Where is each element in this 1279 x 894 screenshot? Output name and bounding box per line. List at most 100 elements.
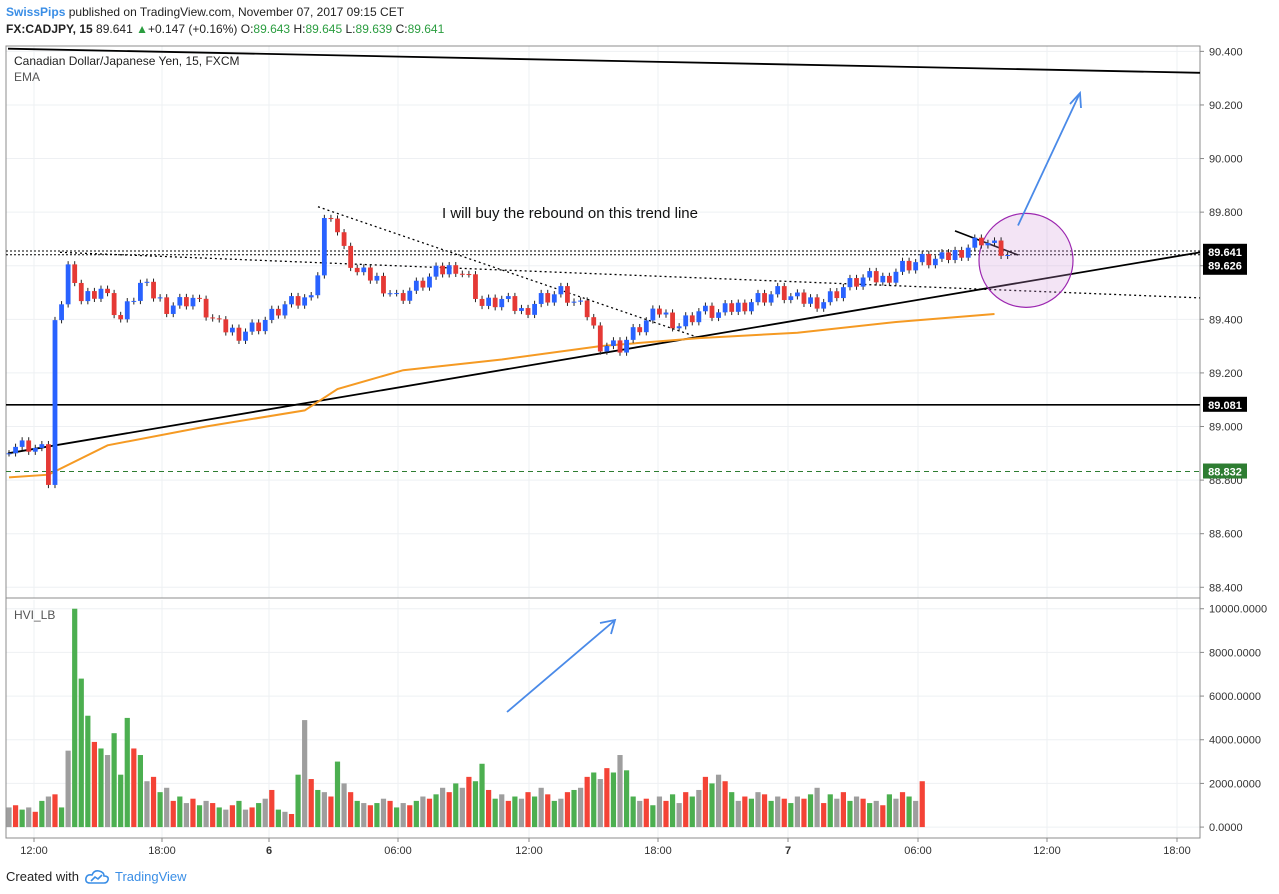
volume-bar [223, 809, 229, 828]
volume-bar [407, 805, 413, 828]
volume-bar [196, 805, 203, 828]
volume-bar [433, 794, 439, 828]
candle-body [367, 267, 373, 281]
candle-body [256, 322, 262, 332]
candle-body [321, 218, 327, 276]
volume-bar [801, 798, 807, 828]
candle-body [722, 303, 728, 313]
volume-bar [321, 792, 327, 828]
volume-bar [834, 798, 840, 828]
candle-body [427, 276, 432, 288]
ohlc-high-label: H: [293, 22, 306, 36]
candle-body [275, 308, 281, 316]
candle-body [873, 271, 879, 283]
volume-bar [426, 798, 433, 828]
candle-body [886, 275, 892, 283]
ema-label: EMA [14, 70, 40, 84]
candle-body [236, 327, 242, 341]
candle-body [650, 308, 656, 321]
volume-bar [216, 807, 222, 828]
candle-body [249, 322, 255, 332]
volume-bar [571, 789, 577, 828]
candle-body [407, 290, 413, 301]
candle-body [768, 294, 774, 303]
volume-bar [118, 774, 124, 828]
volume-bar [400, 803, 406, 828]
candle-body [814, 297, 820, 309]
candle-body [565, 286, 570, 303]
candle-body [315, 275, 321, 296]
candle-body [538, 293, 544, 304]
candle-body [433, 265, 439, 277]
volume-bar [761, 794, 768, 828]
candle-body [834, 291, 840, 299]
plot-border [5, 45, 1201, 839]
volume-bar [847, 800, 853, 828]
volume-bar [131, 748, 137, 828]
volume-bar [748, 798, 755, 828]
candle-body [847, 278, 853, 288]
volume-bar [39, 800, 45, 828]
volume-bar [124, 717, 130, 828]
volume-bar [860, 798, 866, 828]
volume-bar [729, 792, 735, 828]
candle-body [525, 308, 531, 315]
volume-bar [229, 805, 235, 828]
last-price: 89.641 [96, 22, 133, 36]
ohlc-close-label: C: [395, 22, 408, 36]
candle-body [183, 297, 189, 307]
candle-body [243, 331, 248, 341]
candle-body [473, 274, 478, 299]
candle-body [775, 286, 781, 295]
candle-body [591, 317, 597, 326]
candle-body [532, 303, 537, 315]
candle-body [144, 281, 150, 283]
ohlc-open: 89.643 [253, 22, 291, 36]
candle-body [138, 282, 143, 301]
candle-body [801, 292, 807, 304]
candle-body [683, 315, 689, 327]
publish-info: SwissPips published on TradingView.com, … [6, 5, 404, 19]
buy-zone-circle [978, 212, 1074, 308]
candle-body [131, 300, 137, 302]
publisher-name[interactable]: SwissPips [6, 5, 66, 19]
candle-body [6, 453, 12, 455]
volume-bar [584, 776, 590, 828]
volume-bar [499, 794, 505, 828]
volume-bar [788, 803, 794, 828]
volume-bar [348, 792, 354, 828]
volume-bar [906, 796, 912, 828]
candle-body [98, 288, 104, 299]
candles [6, 214, 1011, 489]
volume-bar [873, 800, 879, 828]
created-with-text: Created with [6, 869, 79, 884]
time-tick-label: 06:00 [904, 845, 932, 857]
volume-bar [137, 755, 143, 828]
candle-body [505, 296, 511, 299]
candle-body [13, 446, 18, 454]
volume-bar [413, 800, 419, 828]
volume-bar [597, 779, 603, 828]
candle-body [78, 282, 84, 302]
candle-body [604, 345, 610, 352]
price-badge-label: 89.626 [1208, 261, 1242, 273]
tradingview-brand[interactable]: TradingView [114, 869, 187, 884]
price-change: +0.147 (+0.16%) [147, 22, 238, 36]
volume-bar [696, 789, 702, 828]
candle-body [124, 301, 130, 320]
time-tick-label: 18:00 [1163, 845, 1191, 857]
volume-bar [380, 798, 387, 828]
candle-body [440, 265, 446, 275]
overlay-drawings [6, 47, 1201, 713]
price-badge [1203, 463, 1247, 479]
volume-bar [6, 807, 12, 828]
price-tick-label: 90.000 [1209, 154, 1243, 166]
candle-body [459, 273, 465, 275]
price-badge [1203, 257, 1247, 273]
price-badge-label: 89.641 [1208, 247, 1242, 259]
candle-body [269, 308, 275, 320]
volume-bar [853, 796, 860, 828]
candle-body [998, 240, 1004, 256]
chart-title: Canadian Dollar/Japanese Yen, 15, FXCM [14, 54, 239, 68]
